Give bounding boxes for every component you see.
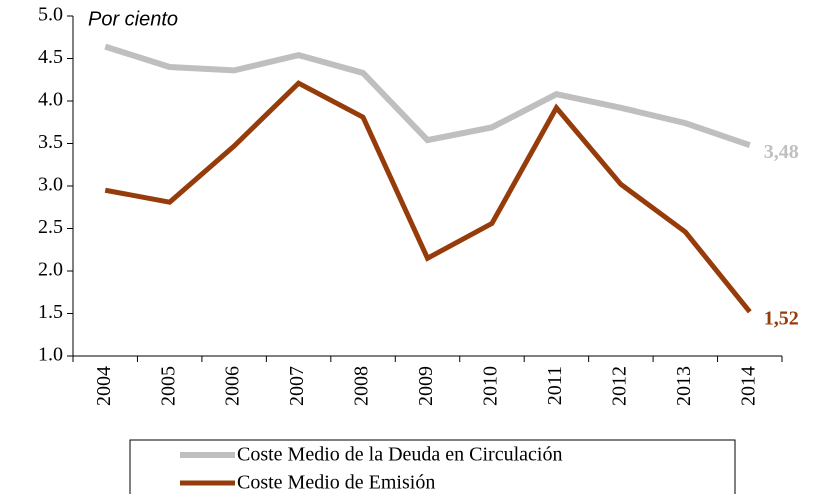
y-tick-label: 1.5 bbox=[38, 301, 63, 323]
y-tick-label: 5.0 bbox=[38, 4, 63, 26]
series-line bbox=[104, 43, 751, 149]
value-label: 3,48 bbox=[764, 141, 799, 163]
legend-label: Coste Medio de la Deuda en Circulación bbox=[237, 444, 562, 466]
series-line bbox=[104, 80, 752, 314]
y-tick-label: 1.0 bbox=[38, 344, 63, 366]
x-tick-label: 2014 bbox=[737, 366, 759, 406]
x-tick-label: 2008 bbox=[351, 366, 373, 406]
x-tick-label: 2004 bbox=[93, 366, 115, 406]
x-tick-label: 2009 bbox=[415, 366, 437, 406]
y-tick-label: 2.0 bbox=[38, 259, 63, 281]
x-tick-label: 2006 bbox=[222, 366, 244, 406]
x-tick-label: 2012 bbox=[608, 366, 630, 406]
y-tick-label: 2.5 bbox=[38, 216, 63, 238]
y-tick-label: 3.0 bbox=[38, 174, 63, 196]
x-tick-label: 2011 bbox=[544, 366, 566, 405]
x-tick-label: 2007 bbox=[286, 366, 308, 406]
value-label: 1,52 bbox=[764, 307, 799, 329]
y-tick-label: 4.0 bbox=[38, 89, 63, 111]
y-tick-label: 4.5 bbox=[38, 46, 63, 68]
x-tick-label: 2013 bbox=[673, 366, 695, 406]
y-tick-label: 3.5 bbox=[38, 131, 63, 153]
legend-label: Coste Medio de Emisión bbox=[237, 472, 435, 494]
chart-subtitle: Por ciento bbox=[88, 8, 178, 30]
legend-box bbox=[129, 439, 736, 494]
x-tick-label: 2005 bbox=[157, 366, 179, 406]
x-tick-label: 2010 bbox=[480, 366, 502, 406]
